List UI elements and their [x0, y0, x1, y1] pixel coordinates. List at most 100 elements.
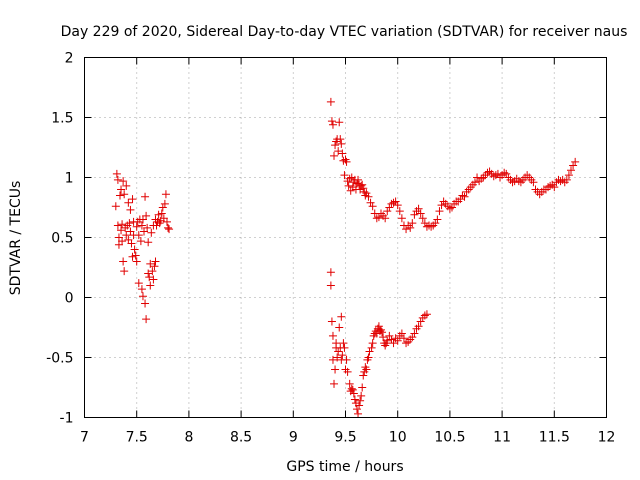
- data-point: [431, 219, 440, 228]
- data-point: [433, 215, 442, 224]
- data-point: [340, 343, 349, 352]
- data-point: [122, 231, 131, 240]
- x-tick-label: 10: [389, 430, 407, 446]
- data-point: [393, 336, 402, 345]
- data-points: [111, 97, 580, 418]
- data-point: [500, 168, 509, 177]
- data-point: [142, 315, 151, 324]
- data-point: [364, 192, 373, 201]
- data-point: [408, 333, 417, 342]
- data-point: [477, 174, 486, 183]
- data-point: [113, 175, 122, 184]
- data-point: [342, 157, 351, 166]
- data-point: [378, 328, 387, 337]
- data-point: [391, 197, 400, 206]
- data-point: [489, 172, 498, 181]
- data-point: [164, 223, 173, 232]
- data-point: [402, 225, 411, 234]
- data-point: [357, 391, 366, 400]
- data-point: [397, 329, 406, 338]
- data-point: [343, 367, 352, 376]
- data-point: [146, 281, 155, 290]
- data-point: [141, 192, 150, 201]
- data-point: [375, 327, 384, 336]
- chart-title: Day 229 of 2020, Sidereal Day-to-day VTE…: [61, 24, 628, 40]
- data-point: [387, 199, 396, 208]
- data-point: [339, 339, 348, 348]
- data-point: [338, 351, 347, 360]
- data-point: [348, 385, 357, 394]
- x-tick-label: 8: [184, 430, 193, 446]
- x-tick-label: 7.5: [126, 430, 148, 446]
- y-tick-label: -1: [60, 411, 74, 427]
- data-point: [352, 179, 361, 188]
- data-point: [332, 339, 341, 348]
- data-point: [460, 192, 469, 201]
- data-point: [148, 267, 157, 276]
- data-point: [508, 178, 517, 187]
- data-point: [142, 211, 151, 220]
- data-point: [326, 281, 335, 290]
- data-point: [334, 347, 343, 356]
- data-point: [556, 177, 565, 186]
- y-tick-label: 1: [65, 171, 74, 187]
- data-point: [410, 329, 419, 338]
- series-cluster-early: [111, 169, 174, 324]
- data-point: [383, 207, 392, 216]
- data-point: [144, 269, 153, 278]
- data-point: [122, 181, 131, 190]
- data-point: [134, 279, 143, 288]
- data-point: [427, 222, 436, 231]
- data-point: [435, 207, 444, 216]
- data-point: [146, 259, 155, 268]
- data-point: [342, 355, 351, 364]
- data-point: [395, 207, 404, 216]
- data-point: [334, 147, 343, 156]
- data-point: [330, 379, 339, 388]
- data-point: [389, 339, 398, 348]
- data-point: [569, 161, 578, 170]
- data-point: [141, 299, 150, 308]
- y-tick-label: 0: [65, 291, 74, 307]
- data-point: [383, 336, 392, 345]
- data-point: [550, 183, 559, 192]
- data-point: [326, 97, 335, 106]
- data-point: [335, 323, 344, 332]
- data-point: [359, 371, 368, 380]
- data-point: [128, 195, 137, 204]
- data-point: [354, 175, 363, 184]
- data-point: [402, 339, 411, 348]
- data-point: [437, 201, 446, 210]
- data-point: [385, 203, 394, 212]
- data-point: [336, 135, 345, 144]
- data-point: [493, 169, 502, 178]
- series-upper-track: [326, 97, 580, 234]
- data-point: [151, 257, 160, 266]
- data-point: [115, 191, 124, 200]
- data-point: [397, 214, 406, 223]
- data-point: [113, 221, 122, 230]
- data-point: [132, 257, 141, 266]
- data-point: [126, 205, 135, 214]
- data-point: [414, 204, 423, 213]
- data-point: [124, 198, 133, 207]
- data-point: [145, 273, 154, 282]
- y-tick-label: 0.5: [51, 231, 73, 247]
- data-point: [331, 365, 340, 374]
- data-point: [368, 202, 377, 211]
- data-point: [150, 262, 159, 271]
- data-point: [564, 171, 573, 180]
- data-point: [354, 409, 363, 418]
- data-point: [358, 383, 367, 392]
- x-tick-label: 11.5: [539, 430, 570, 446]
- x-tick-label: 9: [289, 430, 298, 446]
- data-point: [147, 228, 156, 237]
- data-point: [374, 322, 383, 331]
- data-point: [352, 405, 361, 414]
- data-point: [157, 209, 166, 218]
- data-point: [414, 322, 423, 331]
- data-point: [458, 191, 467, 200]
- grid-lines: [84, 57, 607, 418]
- data-point: [356, 396, 365, 405]
- data-point: [111, 202, 120, 211]
